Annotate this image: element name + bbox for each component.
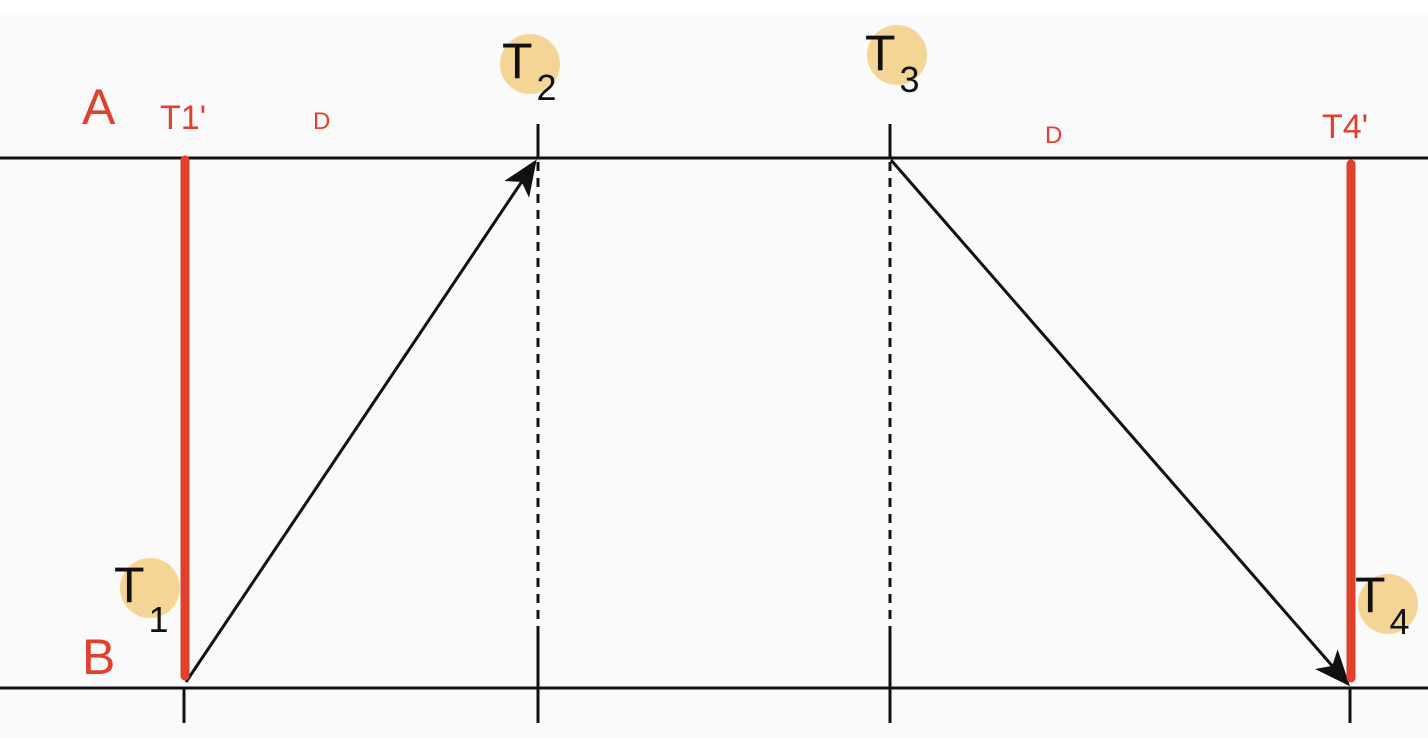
delay-right-label: D — [1045, 122, 1062, 149]
t4-letter: T — [1355, 567, 1386, 623]
t2-letter: T — [502, 33, 533, 89]
t3-subscript: 3 — [900, 59, 920, 100]
t4-subscript: 4 — [1390, 601, 1410, 642]
line-a-label: A — [82, 79, 116, 135]
t1-prime-label: T1' — [160, 99, 206, 137]
t3-letter: T — [865, 25, 896, 81]
line-b-label: B — [82, 629, 115, 685]
t4-prime-label: T4' — [1322, 108, 1368, 146]
delay-left-label: D — [313, 108, 330, 135]
t2-subscript: 2 — [537, 67, 557, 108]
background — [0, 15, 1428, 738]
t1-letter: T — [114, 557, 145, 613]
t1-subscript: 1 — [149, 599, 169, 640]
